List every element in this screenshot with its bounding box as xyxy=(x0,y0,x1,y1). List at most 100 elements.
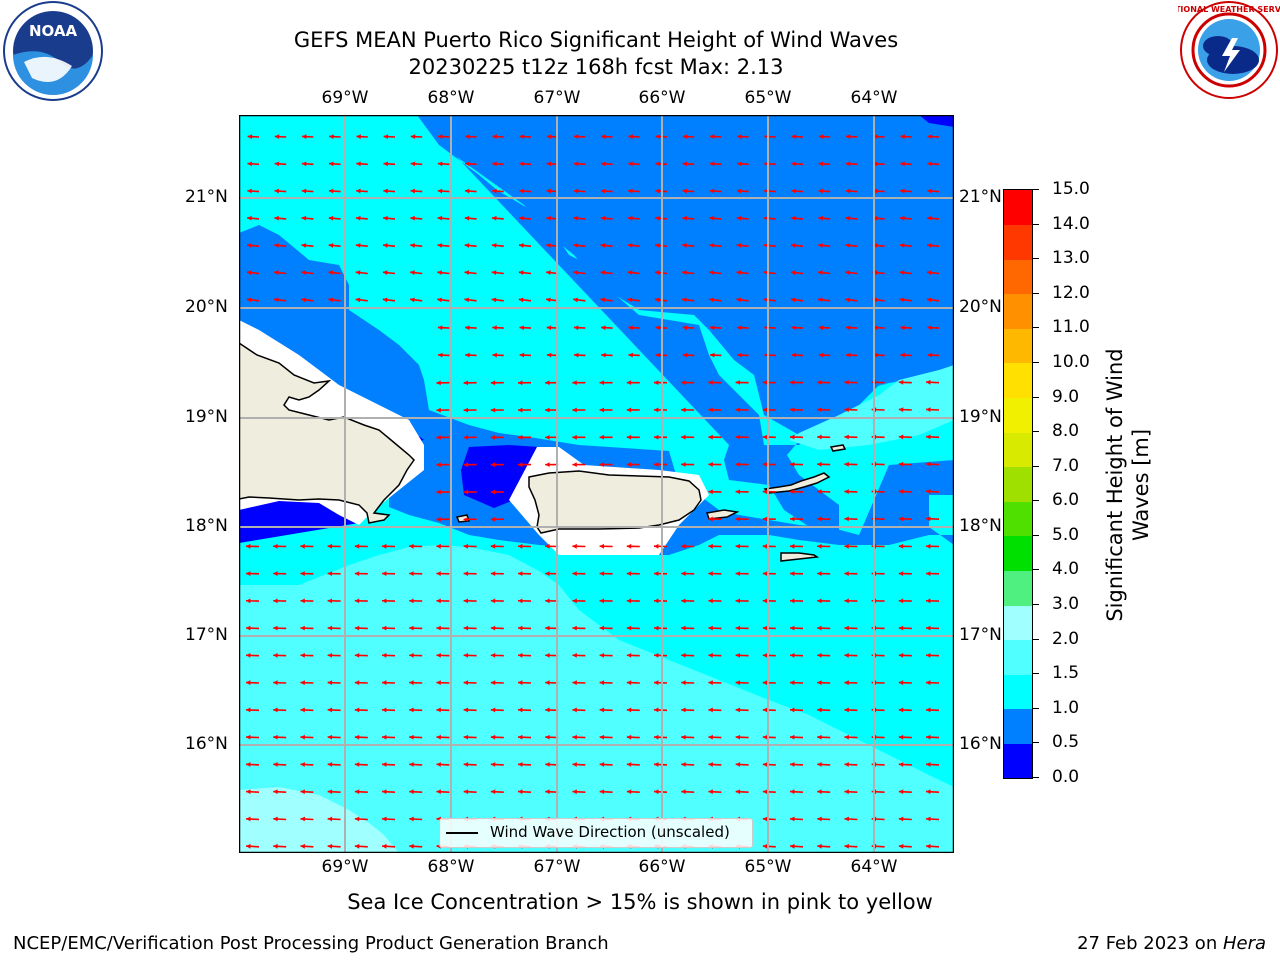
wave-direction-arrowhead xyxy=(817,380,822,385)
wave-band-1.5-2.0 xyxy=(239,545,954,853)
wave-direction-arrowhead xyxy=(845,297,850,303)
wave-direction-arrowhead xyxy=(490,489,496,495)
lat-label-left: 18°N xyxy=(185,516,228,536)
wave-direction-arrowhead xyxy=(681,625,686,631)
wave-direction-arrowhead xyxy=(682,270,687,276)
wave-direction-arrowhead xyxy=(490,380,496,386)
wave-direction-arrowhead xyxy=(627,243,633,248)
wave-direction-arrowhead xyxy=(327,598,333,604)
lon-label-bottom: 65°W xyxy=(744,857,792,877)
wave-direction-arrowhead xyxy=(846,134,851,140)
wave-direction-arrowhead xyxy=(926,598,931,604)
wave-direction-arrowhead xyxy=(354,598,360,604)
wave-direction-arrowhead xyxy=(572,762,577,767)
wave-direction-arrowhead xyxy=(490,625,496,631)
wave-direction-arrowhead xyxy=(927,325,933,331)
wave-direction-arrowhead xyxy=(682,243,687,248)
lat-label-left: 19°N xyxy=(185,407,228,427)
wave-direction-arrowhead xyxy=(898,543,904,549)
wave-direction-arrowhead xyxy=(546,352,552,358)
wave-band-1.5-2.0-east xyxy=(789,365,954,450)
wave-direction-arrowhead xyxy=(817,653,822,658)
wave-direction-arrowhead xyxy=(490,789,496,795)
wave-direction-arrowhead xyxy=(817,762,822,767)
wave-direction-arrowhead xyxy=(818,243,823,248)
wave-direction-arrowhead xyxy=(463,598,469,604)
wave-direction-arrowhead xyxy=(817,434,822,440)
wave-direction-arrowhead xyxy=(735,543,741,549)
wave-direction-arrowhead xyxy=(437,161,443,167)
wave-direction-arrowhead xyxy=(354,843,360,849)
wave-direction-arrowhead xyxy=(300,680,305,686)
wave-direction-arrowhead xyxy=(327,843,333,849)
colorbar-tick-label: 14.0 xyxy=(1052,213,1090,234)
wave-direction-arrowhead xyxy=(709,270,714,276)
wave-direction-arrowhead xyxy=(655,134,661,140)
footer-machine: Hera xyxy=(1222,933,1266,954)
wave-direction-arrowhead xyxy=(654,734,659,740)
wave-direction-arrowhead xyxy=(300,734,305,740)
wave-direction-arrowhead xyxy=(463,625,469,631)
wave-band-2.0-3.0 xyxy=(239,787,399,853)
wave-direction-arrowhead xyxy=(546,215,551,221)
wave-direction-arrowhead xyxy=(246,789,251,795)
wave-direction-arrowhead xyxy=(681,734,686,740)
wave-direction-arrowhead xyxy=(465,134,470,140)
wave-direction-arrowhead xyxy=(465,352,470,358)
wave-direction-arrowhead xyxy=(518,407,523,413)
wave-band-0-0.5-mona xyxy=(461,445,549,508)
wave-direction-arrowhead xyxy=(844,762,849,767)
wave-direction-arrowhead xyxy=(736,188,742,194)
lon-label-top: 67°W xyxy=(533,88,581,108)
wave-direction-arrowhead xyxy=(383,161,388,167)
colorbar-tick-label: 2.0 xyxy=(1052,628,1080,649)
wave-direction-arrowhead xyxy=(681,680,686,686)
wave-direction-arrowhead xyxy=(246,297,252,303)
wave-direction-arrowhead xyxy=(490,707,496,713)
wave-direction-arrowhead xyxy=(247,188,252,194)
colorbar-tick-label: 10.0 xyxy=(1052,351,1090,372)
wave-direction-arrowhead xyxy=(681,462,686,467)
wave-direction-arrowhead xyxy=(518,543,523,549)
wave-direction-arrowhead xyxy=(791,134,797,140)
wave-direction-arrowhead xyxy=(246,707,251,713)
wave-direction-arrowhead xyxy=(410,215,415,221)
wave-direction-arrowhead xyxy=(708,407,713,413)
wave-direction-arrowhead xyxy=(355,297,361,303)
wave-direction-arrowhead xyxy=(844,598,849,604)
wave-direction-arrowhead xyxy=(246,680,251,686)
land-hispaniola xyxy=(239,342,415,524)
wave-direction-arrowhead xyxy=(818,352,824,358)
wave-direction-arrowhead xyxy=(708,707,713,713)
wave-direction-arrowhead xyxy=(735,571,741,576)
wave-direction-arrowhead xyxy=(818,161,824,167)
wave-direction-arrowhead xyxy=(301,188,307,194)
wave-direction-arrowhead xyxy=(735,598,741,604)
wave-direction-arrowhead xyxy=(382,789,387,795)
wave-direction-arrowhead xyxy=(791,215,796,221)
wave-direction-arrowhead xyxy=(655,352,661,358)
lat-label-right: 17°N xyxy=(959,625,1002,645)
wave-direction-arrowhead xyxy=(300,653,305,658)
wave-direction-arrowhead xyxy=(436,680,441,686)
wave-direction-arrowhead xyxy=(545,625,550,631)
colorbar-segment xyxy=(1004,190,1032,226)
wave-direction-arrowhead xyxy=(845,215,851,221)
colorbar-tick-mark xyxy=(1033,534,1039,536)
wave-direction-arrowhead xyxy=(626,734,632,740)
wave-direction-arrowhead xyxy=(273,707,278,713)
wave-direction-arrowhead xyxy=(436,543,441,549)
wave-direction-arrowhead xyxy=(274,161,280,167)
wave-direction-arrowhead xyxy=(518,625,523,631)
wave-direction-arrowhead xyxy=(601,134,606,140)
wave-direction-arrowhead xyxy=(735,380,741,385)
wave-direction-arrowhead xyxy=(900,325,905,331)
wave-direction-arrowhead xyxy=(790,680,795,686)
wave-direction-arrowhead xyxy=(873,161,878,167)
wave-direction-arrowhead xyxy=(356,134,361,140)
colorbar-tick-label: 11.0 xyxy=(1052,317,1090,338)
wave-direction-arrowhead xyxy=(628,352,633,358)
wave-direction-arrowhead xyxy=(382,625,387,631)
wave-direction-arrowhead xyxy=(926,297,932,303)
wave-direction-arrowhead xyxy=(409,707,414,713)
